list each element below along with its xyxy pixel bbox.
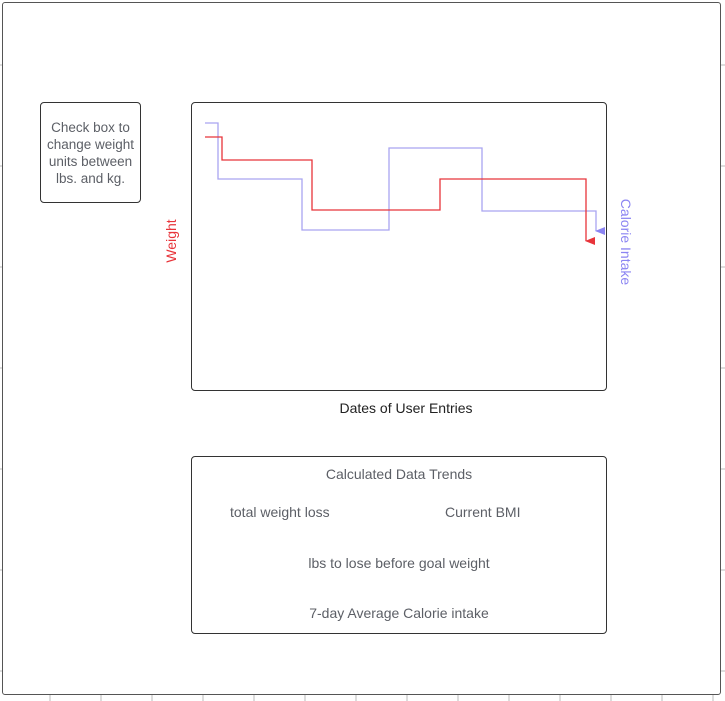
calorie-intake-line [205,122,605,235]
chart-lines [205,122,605,245]
avg-calorie-label: 7-day Average Calorie intake [309,605,489,621]
y-axis-left-label: Weight [163,219,179,263]
y-axis-right-label: Calorie Intake [618,198,634,286]
weight-line [205,136,595,245]
trends-title: Calculated Data Trends [325,466,473,482]
x-axis-label: Dates of User Entries [339,400,473,416]
current-bmi-label: Current BMI [445,504,521,520]
chart-area [191,102,607,391]
unit-toggle-note: Check box to change weight units between… [40,102,141,203]
unit-toggle-note-text: Check box to change weight units between… [46,119,135,186]
total-weight-loss-label: total weight loss [230,504,330,520]
calculated-trends-panel: Calculated Data Trends total weight loss… [191,456,607,634]
lbs-to-goal-label: lbs to lose before goal weight [308,555,490,571]
